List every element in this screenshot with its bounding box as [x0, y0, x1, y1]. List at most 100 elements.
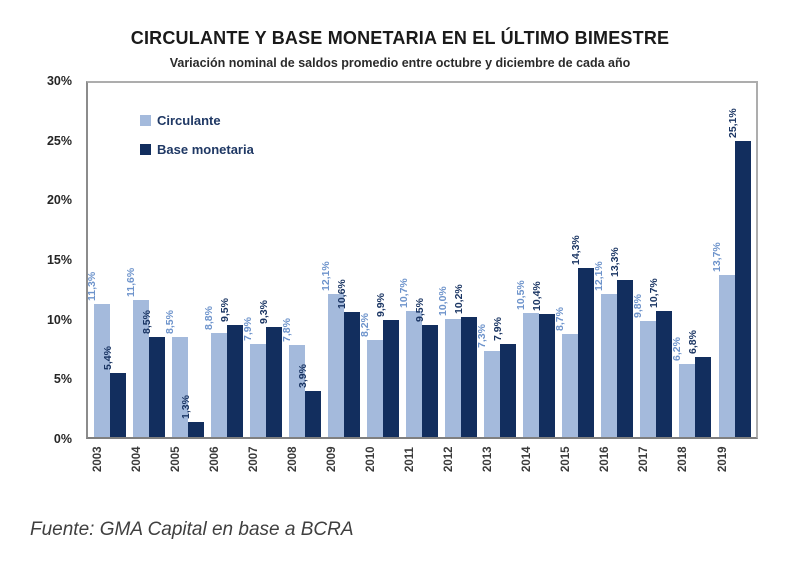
bar-group-2007: 7,9% 9,3% — [242, 83, 285, 437]
circulante-value-label-2005: 8,5% — [163, 309, 176, 334]
base-monetaria-bar-2010: 9,9% — [375, 293, 399, 437]
bar-group-2013: 7,3% 7,9% — [476, 83, 520, 437]
circulante-value-label-2013: 7,3% — [476, 323, 489, 348]
base-monetaria-value-label-2012: 10,2% — [453, 283, 466, 314]
base-monetaria-value-label-2011: 9,5% — [414, 297, 427, 322]
base-monetaria-value-label-2006: 9,5% — [218, 297, 231, 322]
circulante-value-label-2011: 10,7% — [398, 277, 411, 308]
x-cell-2006: 2006 — [207, 439, 246, 495]
x-label-2013: 2013 — [482, 446, 495, 472]
bar-group-2017: 9,8% 10,7% — [632, 83, 676, 437]
x-label-2007: 2007 — [247, 446, 260, 472]
circulante-bar-2003: 11,3% — [86, 271, 110, 437]
circulante-swatch-icon — [140, 115, 151, 126]
bar-group-2019: 13,7% 25,1% — [710, 83, 754, 437]
x-label-2004: 2004 — [130, 446, 143, 472]
circulante-bar-2006: 8,8% — [203, 306, 227, 437]
base-monetaria-value-label-2017: 10,7% — [648, 277, 661, 308]
base-monetaria-swatch-icon — [140, 144, 151, 155]
base-monetaria-bar-2014: 10,4% — [531, 282, 556, 437]
bar-group-2008: 7,8% 3,9% — [281, 83, 324, 437]
legend-item-circulante: Circulante — [140, 113, 254, 128]
base-monetaria-value-label-2015: 14,3% — [570, 235, 583, 266]
bar-group-2006: 8,8% 9,5% — [203, 83, 246, 437]
base-monetaria-value-label-2013: 7,9% — [492, 316, 505, 341]
circulante-value-label-2006: 8,8% — [202, 306, 215, 331]
bar-group-2012: 10,0% 10,2% — [437, 83, 481, 437]
bar-group-2015: 8,7% 14,3% — [554, 83, 598, 437]
x-cell-2008: 2008 — [285, 439, 324, 495]
bar-group-2016: 12,1% 13,3% — [593, 83, 637, 437]
x-label-2019: 2019 — [716, 446, 729, 472]
circulante-bar-2009: 12,1% — [320, 261, 344, 437]
chart-body: 0% 5% 10% 15% 20% 25% 30% Circulante Base mone… — [8, 75, 800, 495]
circulante-bar-2010: 8,2% — [359, 313, 383, 437]
circulante-value-label-2015: 8,7% — [554, 307, 567, 332]
x-cell-2019: 2019 — [715, 439, 754, 495]
x-label-2011: 2011 — [404, 447, 417, 472]
x-label-2015: 2015 — [560, 446, 573, 472]
circulante-bar-2005: 8,5% — [164, 310, 188, 437]
circulante-bar-2007: 7,9% — [242, 317, 266, 437]
circulante-bar-2017: 9,8% — [632, 294, 657, 437]
base-monetaria-value-label-2016: 13,3% — [609, 247, 622, 278]
x-label-2008: 2008 — [286, 446, 299, 472]
bar-group-2003: 11,3% 5,4% — [86, 83, 129, 437]
x-cell-2003: 2003 — [90, 439, 129, 495]
base-monetaria-bar-2017: 10,7% — [648, 278, 673, 437]
x-cell-2016: 2016 — [598, 439, 637, 495]
legend-label-base-monetaria: Base monetaria — [157, 142, 254, 157]
x-cell-2010: 2010 — [363, 439, 402, 495]
x-label-2018: 2018 — [677, 446, 690, 472]
base-monetaria-bar-2004: 8,5% — [141, 310, 165, 437]
bar-group-2010: 8,2% 9,9% — [359, 83, 402, 437]
base-monetaria-bar-2016: 13,3% — [609, 247, 634, 437]
circulante-bar-2014: 10,5% — [515, 280, 540, 437]
base-monetaria-value-label-2004: 8,5% — [140, 309, 153, 334]
x-label-2003: 2003 — [91, 446, 104, 472]
x-cell-2004: 2004 — [129, 439, 168, 495]
circulante-value-label-2003: 11,3% — [85, 271, 98, 301]
bar-group-2018: 6,2% 6,8% — [671, 83, 715, 437]
x-label-2016: 2016 — [599, 446, 612, 472]
legend-item-base-monetaria: Base monetaria — [140, 142, 254, 157]
bar-group-2009: 12,1% 10,6% — [320, 83, 363, 437]
x-cell-2012: 2012 — [442, 439, 481, 495]
circulante-value-label-2016: 12,1% — [593, 261, 606, 292]
circulante-value-label-2012: 10,0% — [437, 286, 450, 316]
chart-subtitle: Variación nominal de saldos promedio ent… — [169, 56, 631, 70]
y-tick-20%: 20% — [46, 193, 72, 208]
base-monetaria-bar-2018: 6,8% — [687, 330, 712, 437]
y-tick-0%: 0% — [53, 432, 72, 446]
base-monetaria-bar-2013: 7,9% — [492, 317, 517, 437]
circulante-value-label-2019: 13,7% — [710, 242, 723, 273]
base-monetaria-bar-2006: 9,5% — [219, 298, 243, 437]
base-monetaria-bar-2019: 25,1% — [727, 108, 751, 437]
circulante-value-label-2007: 7,9% — [241, 316, 254, 341]
legend: Circulante Base monetaria — [140, 113, 254, 157]
bar-group-2005: 8,5% 1,3% — [164, 83, 207, 437]
x-cell-2009: 2009 — [324, 439, 363, 495]
base-monetaria-bar-2011: 9,5% — [414, 298, 439, 437]
x-label-2006: 2006 — [208, 446, 221, 472]
circulante-bar-2004: 11,6% — [125, 268, 149, 437]
circulante-bar-2016: 12,1% — [593, 261, 618, 437]
x-cell-2013: 2013 — [481, 439, 520, 495]
x-label-2005: 2005 — [169, 446, 182, 472]
base-monetaria-value-label-2018: 6,8% — [687, 329, 700, 354]
base-monetaria-value-label-2005: 1,3% — [179, 394, 192, 419]
x-axis-labels: 2003 2004 2005 2006 2007 2008 2009 2010 2011 2012… — [86, 439, 758, 495]
x-label-2017: 2017 — [638, 446, 651, 472]
base-monetaria-bar-2009: 10,6% — [336, 279, 360, 437]
base-monetaria-bar-2007: 9,3% — [258, 300, 282, 437]
bar-group-2004: 11,6% 8,5% — [125, 83, 168, 437]
base-monetaria-value-label-2003: 5,4% — [101, 346, 114, 371]
circulante-value-label-2004: 11,6% — [124, 267, 137, 298]
y-tick-10%: 10% — [46, 312, 72, 327]
chart-title: CIRCULANTE Y BASE MONETARIA EN EL ÚLTIMO… — [130, 28, 670, 48]
circulante-value-label-2010: 8,2% — [358, 313, 371, 338]
circulante-bar-2013: 7,3% — [476, 324, 501, 437]
base-monetaria-bar-2003: 5,4% — [102, 346, 126, 437]
circulante-bar-2008: 7,8% — [281, 318, 305, 437]
